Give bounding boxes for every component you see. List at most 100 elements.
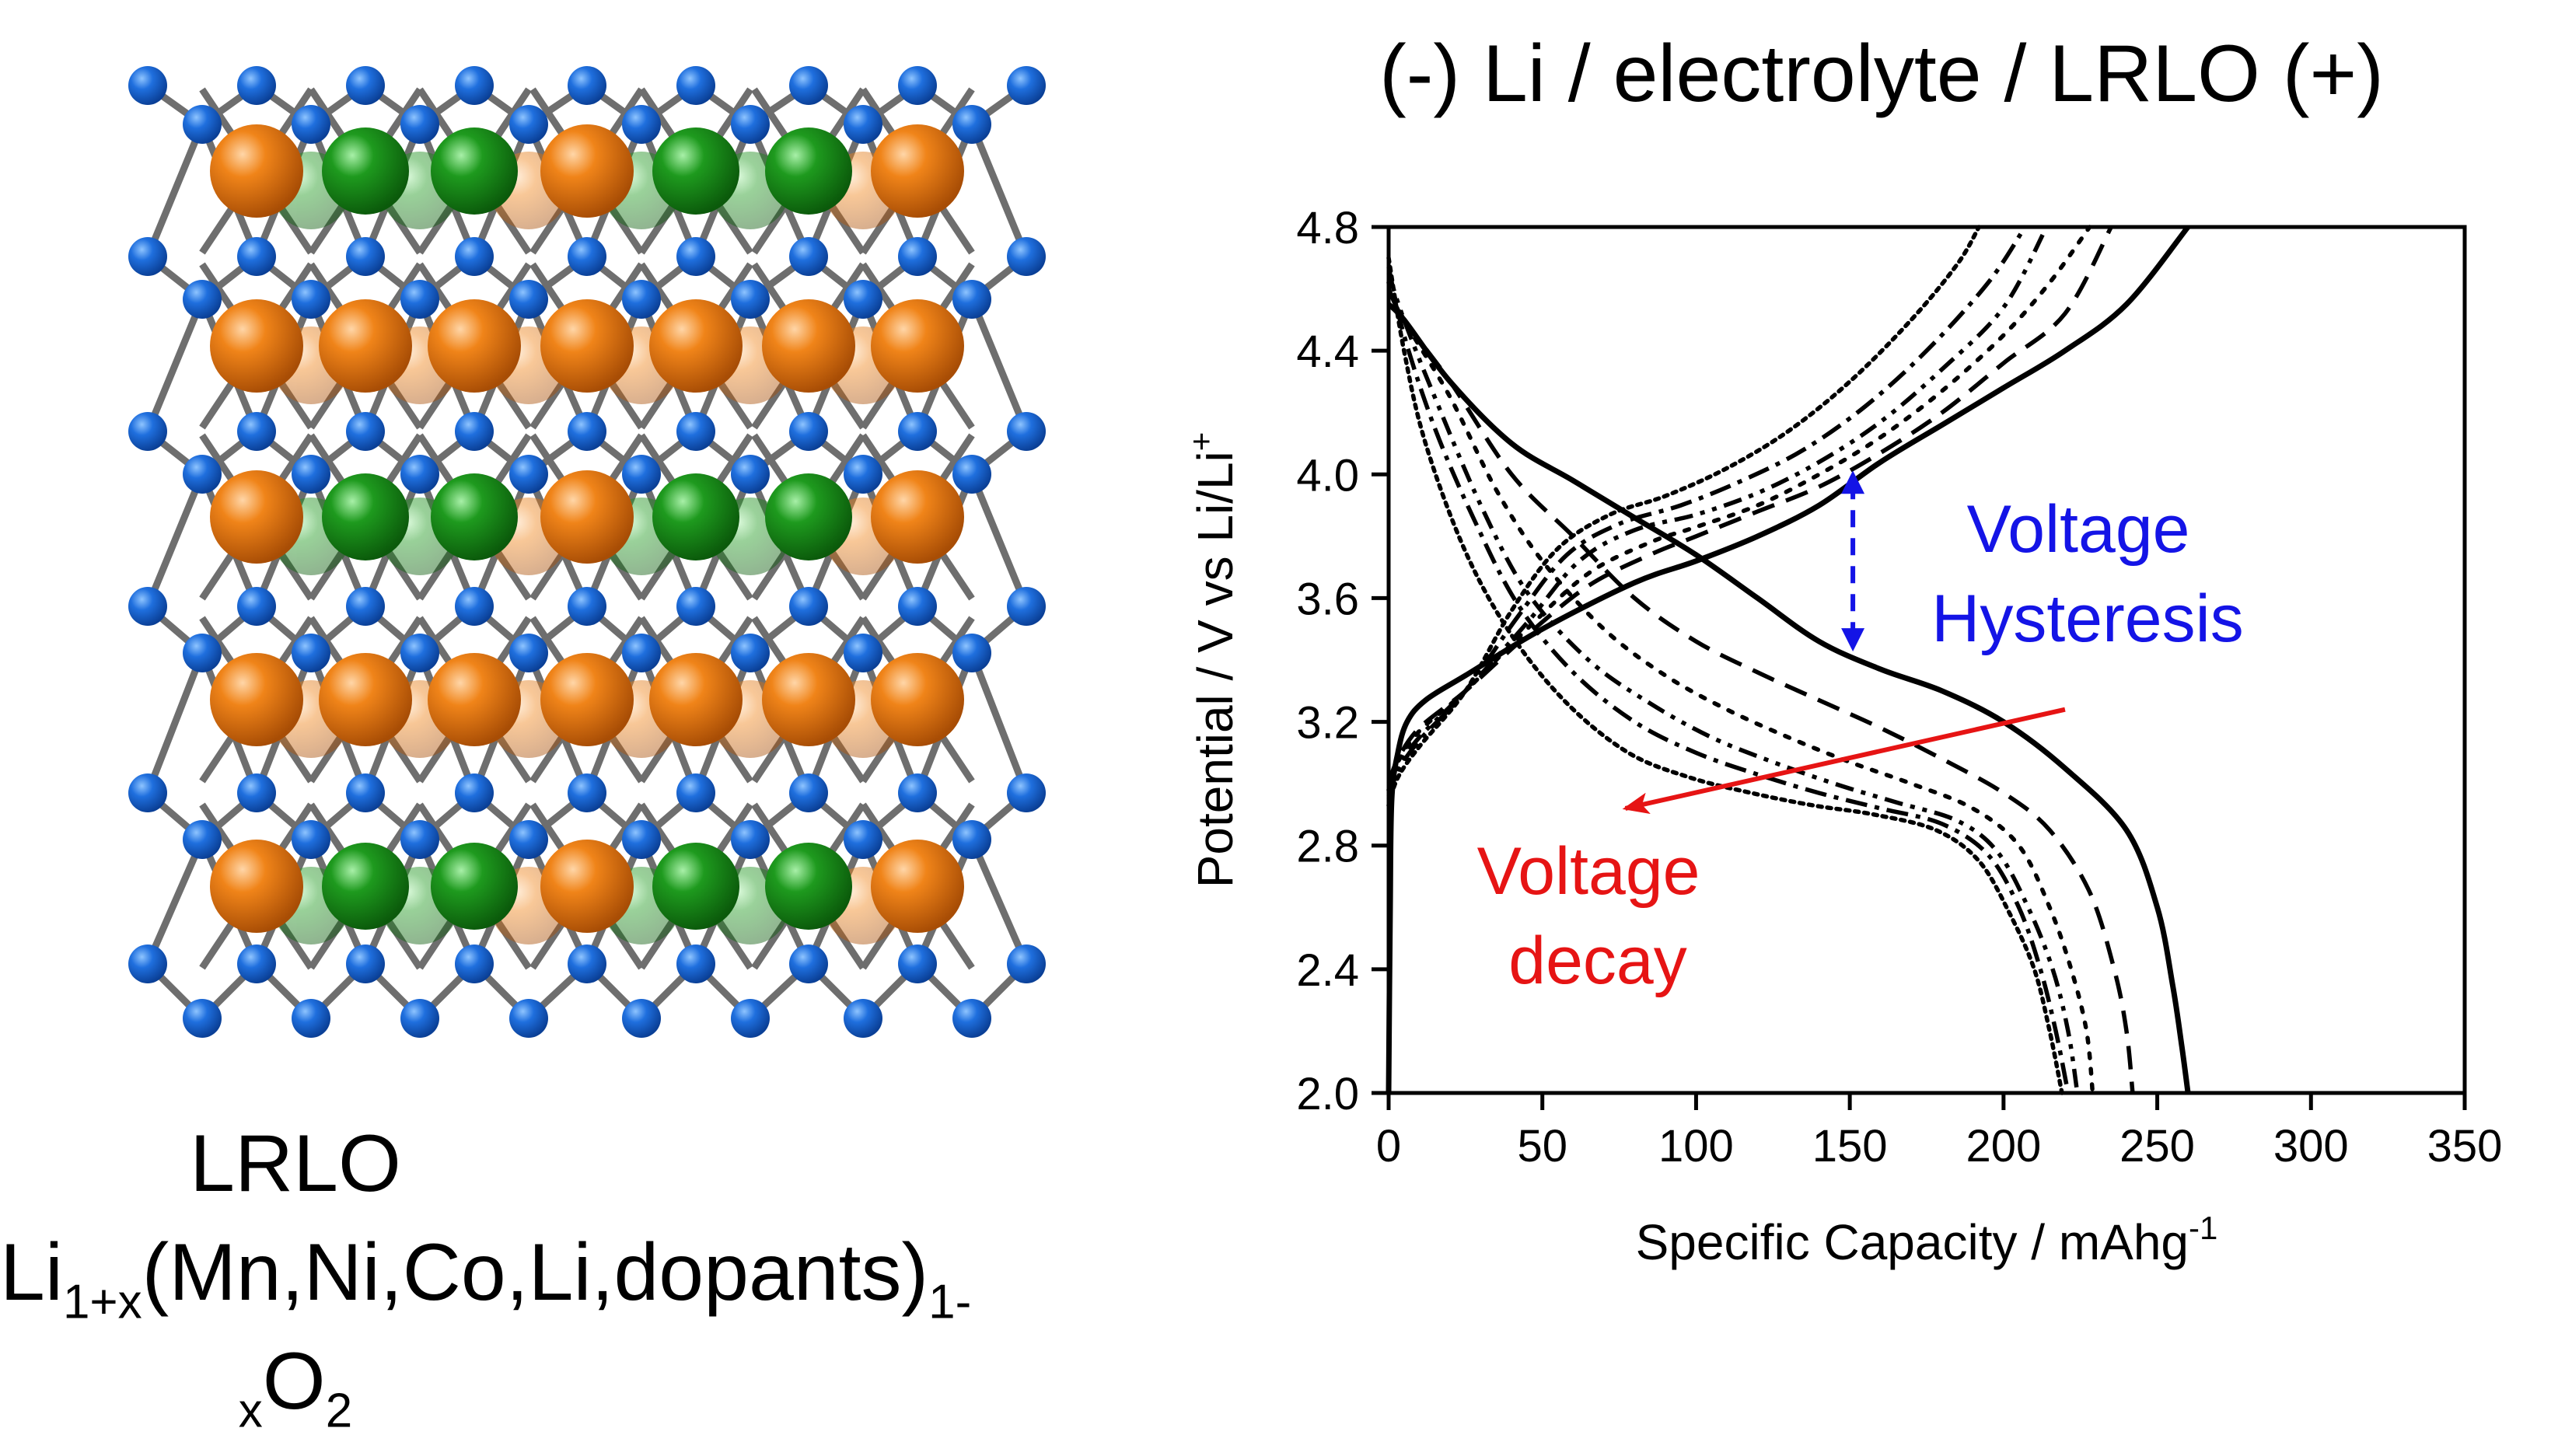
green-cation-atom	[322, 843, 409, 930]
oxygen-atom	[346, 66, 385, 105]
hysteresis-label: Voltage Hysteresis	[1931, 492, 2243, 656]
orange-cation-atom	[540, 299, 634, 393]
oxygen-atom	[346, 237, 385, 276]
decay-arrow	[1622, 707, 2066, 815]
oxygen-atom	[455, 773, 494, 812]
voltage-profile-chart: (-) Li / electrolyte / LRLO (+) 0 50 100 15…	[1183, 29, 2502, 1270]
crystal-structure-illustration	[128, 66, 1046, 1038]
chart-title: (-) Li / electrolyte / LRLO (+)	[1379, 29, 2384, 119]
bond	[144, 123, 206, 258]
oxygen-atom	[1007, 412, 1046, 451]
green-cation-atom	[765, 127, 852, 215]
x-tick-label: 250	[2119, 1121, 2195, 1171]
green-cation-atom	[322, 127, 409, 215]
orange-cation-atom	[762, 299, 855, 393]
oxygen-atom	[509, 455, 548, 494]
oxygen-atom	[1007, 944, 1046, 983]
oxygen-atom	[128, 237, 167, 276]
oxygen-atom	[676, 944, 715, 983]
bond	[968, 838, 1030, 965]
oxygen-atom	[898, 66, 937, 105]
series-4-charge-line	[1386, 225, 2049, 797]
orange-cation-atom	[210, 299, 303, 393]
oxygen-atom	[1007, 237, 1046, 276]
y-axis-ticks: 2.0 2.4 2.8 3.2 3.6 4.0 4.4 4.8	[1296, 203, 1389, 1119]
oxygen-atom	[952, 999, 991, 1038]
oxygen-atom	[568, 944, 606, 983]
orange-cation-atom	[540, 124, 634, 218]
x-tick-label: 0	[1376, 1121, 1401, 1171]
oxygen-atom	[1007, 66, 1046, 105]
green-cation-atom	[765, 843, 852, 930]
oxygen-atom	[292, 280, 330, 319]
orange-cation-atom	[319, 299, 412, 393]
structure-formula-continued: xO2	[238, 1336, 353, 1438]
orange-cation-atom	[871, 124, 964, 218]
y-tick-label: 3.2	[1296, 698, 1359, 749]
oxygen-atom	[183, 280, 222, 319]
oxygen-atom	[400, 820, 439, 859]
oxygen-atom	[292, 105, 330, 144]
oxygen-atom	[898, 412, 937, 451]
y-tick-label: 2.4	[1296, 945, 1359, 996]
x-tick-label: 200	[1966, 1121, 2041, 1171]
y-tick-label: 2.0	[1296, 1069, 1359, 1119]
series-2-discharge-line	[1386, 288, 2135, 1094]
orange-cation-atom	[871, 653, 964, 746]
orange-cation-atom	[210, 840, 303, 933]
oxygen-atom	[183, 105, 222, 144]
bond	[144, 473, 206, 608]
green-cation-atom	[431, 473, 518, 560]
oxygen-atom	[1007, 587, 1046, 626]
oxygen-atom	[898, 773, 937, 812]
oxygen-atom	[789, 66, 828, 105]
orange-cation-atom	[319, 653, 412, 746]
orange-cation-atom	[649, 653, 743, 746]
oxygen-atom	[676, 237, 715, 276]
green-cation-atom	[322, 473, 409, 560]
y-tick-label: 2.8	[1296, 822, 1359, 872]
structure-name: LRLO	[190, 1119, 401, 1209]
oxygen-atom	[622, 280, 661, 319]
oxygen-atom	[622, 820, 661, 859]
oxygen-atom	[509, 105, 548, 144]
orange-cation-atom	[540, 470, 634, 564]
oxygen-atom	[676, 587, 715, 626]
oxygen-atom	[844, 820, 882, 859]
orange-cation-atom	[540, 653, 634, 746]
oxygen-atom	[952, 820, 991, 859]
oxygen-atom	[568, 412, 606, 451]
hysteresis-label-line-1: Voltage	[1967, 492, 2190, 567]
oxygen-atom	[568, 237, 606, 276]
orange-cation-atom	[762, 653, 855, 746]
series-6-discharge-line	[1386, 256, 2064, 1095]
orange-cation-atom	[871, 840, 964, 933]
oxygen-atom	[622, 455, 661, 494]
green-cation-atom	[652, 127, 739, 215]
oxygen-atom	[731, 280, 770, 319]
oxygen-atom	[952, 634, 991, 672]
oxygen-atom	[400, 999, 439, 1038]
orange-cation-atom	[210, 653, 303, 746]
oxygen-atom	[455, 944, 494, 983]
green-cation-atom	[652, 843, 739, 930]
oxygen-atom	[128, 66, 167, 105]
oxygen-atom	[731, 820, 770, 859]
orange-cation-atom	[210, 470, 303, 564]
oxygen-atom	[346, 412, 385, 451]
orange-cation-atom	[871, 470, 964, 564]
bond	[144, 298, 206, 433]
oxygen-atom	[952, 280, 991, 319]
oxygen-atom	[789, 412, 828, 451]
orange-cation-atom	[871, 299, 964, 393]
oxygen-atom	[237, 944, 276, 983]
oxygen-atom	[844, 455, 882, 494]
oxygen-atom	[237, 66, 276, 105]
x-tick-label: 350	[2427, 1121, 2503, 1171]
orange-cation-atom	[210, 124, 303, 218]
oxygen-atom	[568, 773, 606, 812]
oxygen-atom	[400, 634, 439, 672]
green-cation-atom	[431, 127, 518, 215]
oxygen-atom	[237, 412, 276, 451]
oxygen-atom	[455, 66, 494, 105]
